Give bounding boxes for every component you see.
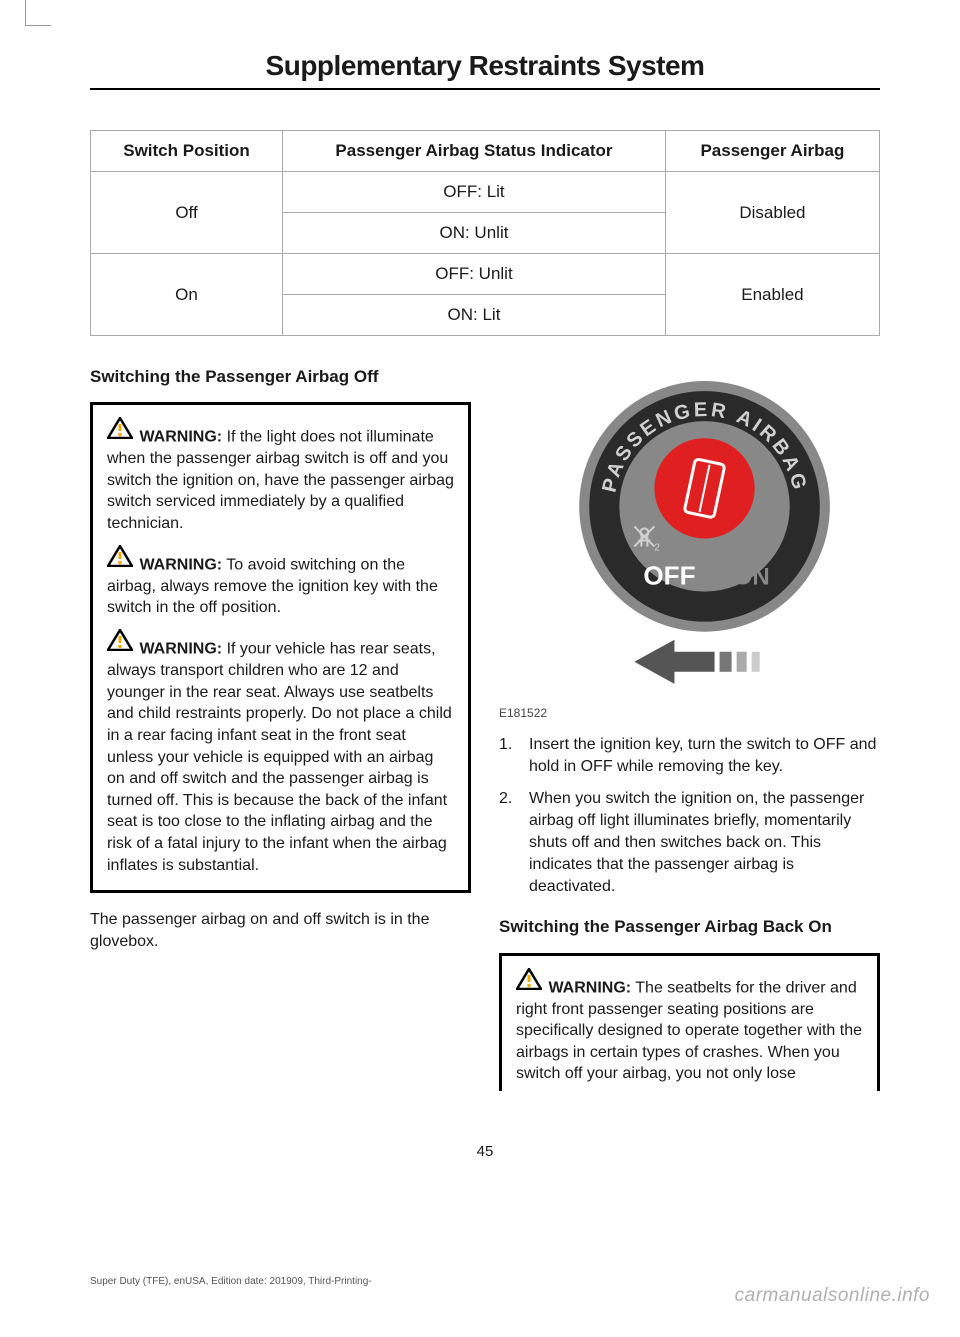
cell-pos-off: Off bbox=[91, 172, 283, 254]
svg-text:OFF: OFF bbox=[643, 561, 695, 591]
subhead-switching-on: Switching the Passenger Airbag Back On bbox=[499, 916, 880, 938]
warning-label: WARNING: bbox=[139, 429, 222, 446]
page-title: Supplementary Restraints System bbox=[90, 50, 880, 90]
footer-watermark: carmanualsonline.info bbox=[735, 1285, 930, 1307]
warning-box-left: WARNING: If the light does not illuminat… bbox=[90, 402, 471, 893]
cell-airbag-enabled: Enabled bbox=[665, 254, 879, 336]
left-column: Switching the Passenger Airbag Off WARNI… bbox=[90, 366, 471, 1107]
warning-label: WARNING: bbox=[139, 556, 222, 573]
warning-label: WARNING: bbox=[548, 979, 631, 996]
warning-triangle-icon bbox=[107, 545, 133, 574]
svg-text:2: 2 bbox=[654, 542, 660, 553]
warning-box-right: WARNING: The seatbelts for the driver an… bbox=[499, 953, 880, 1092]
step-2: When you switch the ignition on, the pas… bbox=[499, 788, 880, 898]
steps-list: Insert the ignition key, turn the switch… bbox=[499, 734, 880, 899]
svg-text:ON: ON bbox=[734, 564, 770, 591]
cell-ind-off2: ON: Unlit bbox=[283, 213, 666, 254]
cell-ind-on2: ON: Lit bbox=[283, 295, 666, 336]
figure-label: E181522 bbox=[499, 706, 880, 720]
warning-1: WARNING: If the light does not illuminat… bbox=[107, 417, 454, 535]
th-passenger-airbag: Passenger Airbag bbox=[665, 131, 879, 172]
warning-label: WARNING: bbox=[139, 641, 222, 658]
subhead-switching-off: Switching the Passenger Airbag Off bbox=[90, 366, 471, 388]
cell-airbag-disabled: Disabled bbox=[665, 172, 879, 254]
page-number: 45 bbox=[90, 1143, 880, 1160]
cell-ind-on1: OFF: Unlit bbox=[283, 254, 666, 295]
warning-2: WARNING: To avoid switching on the airba… bbox=[107, 545, 454, 619]
th-switch-position: Switch Position bbox=[91, 131, 283, 172]
warning-triangle-icon bbox=[107, 417, 133, 446]
right-column: PASSENGER AIRBAG OFF ON 2 bbox=[499, 366, 880, 1107]
step-1: Insert the ignition key, turn the switch… bbox=[499, 734, 880, 778]
warning-4: WARNING: The seatbelts for the driver an… bbox=[516, 968, 863, 1086]
airbag-status-table: Switch Position Passenger Airbag Status … bbox=[90, 130, 880, 336]
cell-ind-off1: OFF: Lit bbox=[283, 172, 666, 213]
cell-pos-on: On bbox=[91, 254, 283, 336]
glovebox-note: The passenger airbag on and off switch i… bbox=[90, 909, 471, 953]
th-indicator: Passenger Airbag Status Indicator bbox=[283, 131, 666, 172]
warning-triangle-icon bbox=[516, 968, 542, 997]
warning-3: WARNING: If your vehicle has rear seats,… bbox=[107, 629, 454, 876]
warning-text: If your vehicle has rear seats, always t… bbox=[107, 641, 452, 874]
airbag-switch-figure: PASSENGER AIRBAG OFF ON 2 bbox=[499, 366, 880, 702]
footer-edition: Super Duty (TFE), enUSA, Edition date: 2… bbox=[90, 1276, 372, 1287]
warning-triangle-icon bbox=[107, 629, 133, 658]
